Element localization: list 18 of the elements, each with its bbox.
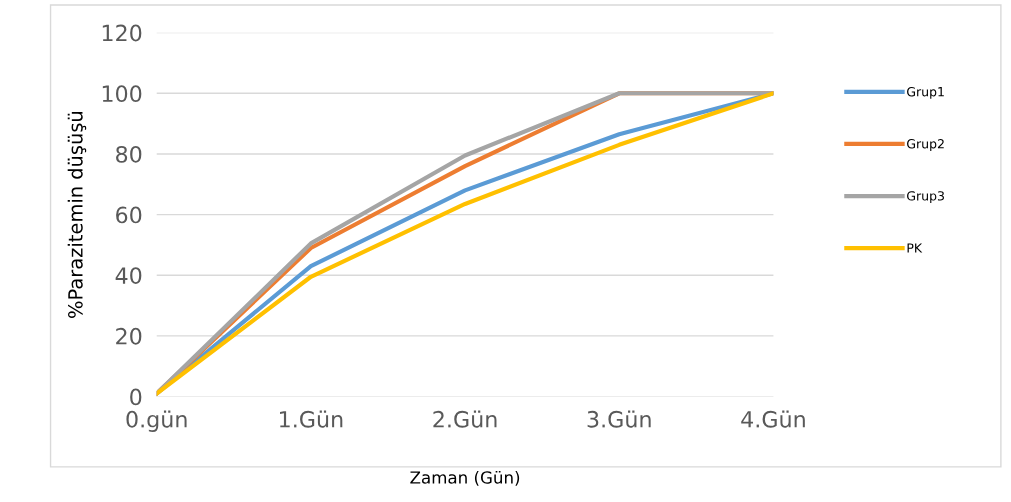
legend-label: Grup2 — [907, 139, 944, 151]
x-tick-label: 4.Gün — [741, 410, 805, 428]
y-tick-label: 40 — [115, 267, 142, 285]
legend-label: Grup1 — [907, 86, 944, 99]
y-tick-label: 100 — [102, 85, 142, 103]
y-tick-label: 0 — [130, 388, 142, 406]
y-tick-label: 60 — [116, 206, 142, 224]
y-axis-title: %Parazitemin düşüşü — [67, 111, 87, 318]
x-tick-label: 1.Gün — [280, 410, 343, 428]
x-tick-label: 0.gün — [126, 410, 187, 432]
y-tick-label: 120 — [102, 24, 142, 42]
legend-label: PK — [907, 243, 923, 253]
x-axis-title: Zaman (Gün) — [410, 470, 520, 486]
x-tick-label: 2.Gün — [433, 410, 497, 428]
y-tick-label: 80 — [116, 145, 142, 163]
y-tick-label: 20 — [116, 327, 142, 345]
x-tick-label: 3.Gün — [587, 410, 651, 428]
legend-label: Grup3 — [907, 191, 944, 204]
